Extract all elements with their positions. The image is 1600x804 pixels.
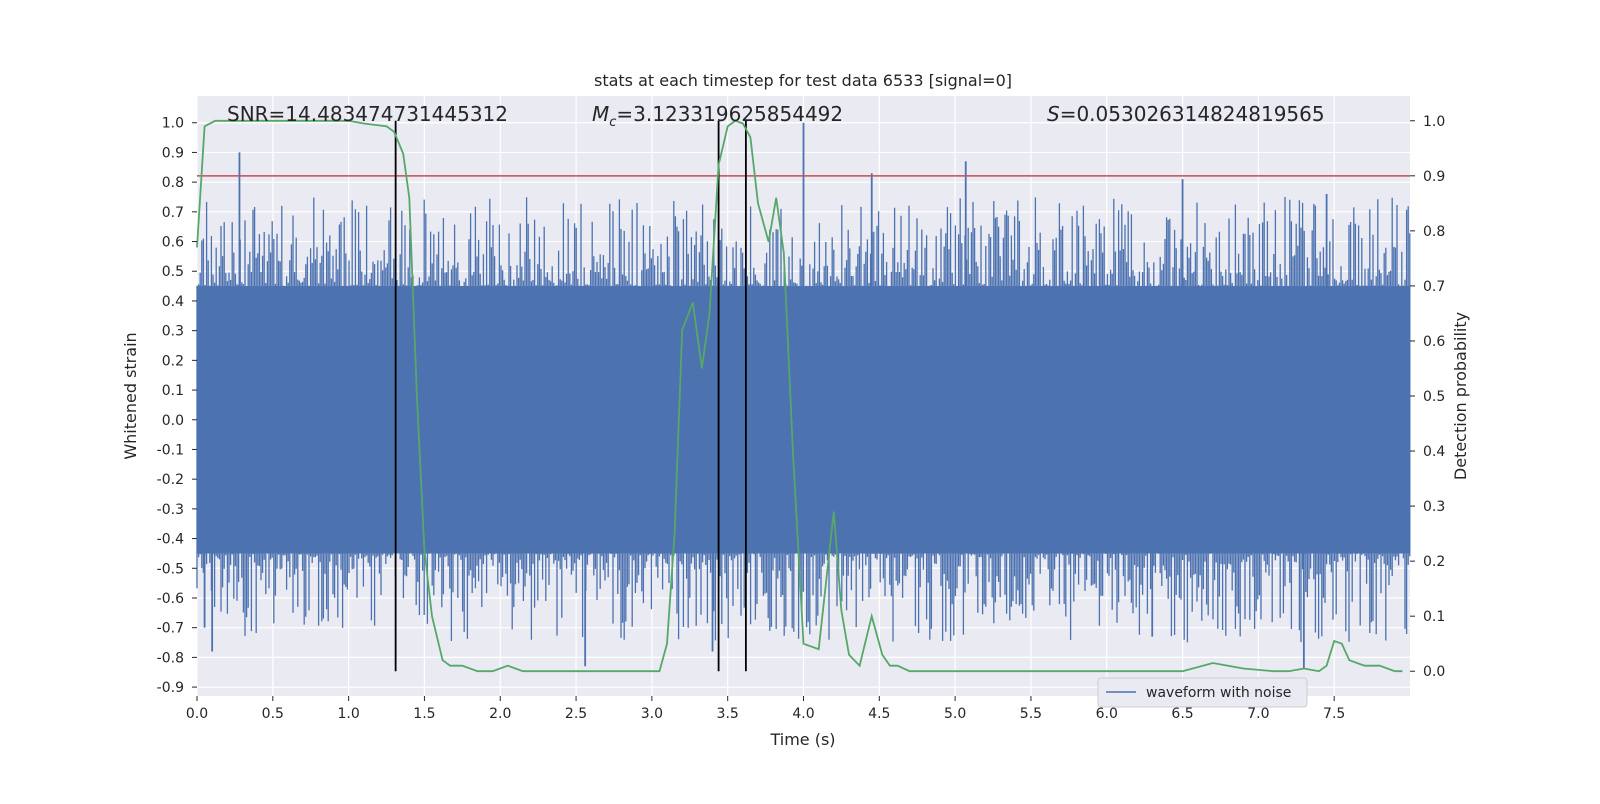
y-right-tick-label: 0.3 <box>1423 499 1445 515</box>
x-axis-ticks: 0.0 0.5 1.0 1.5 2.0 2.5 3.0 3.5 4.0 4.5 5.0 5.5 6.0 6… <box>186 696 1345 722</box>
y-right-tick-label: 0.4 <box>1423 444 1445 460</box>
x-tick-label: 2.0 <box>489 706 511 722</box>
waveform-series <box>196 122 1411 670</box>
x-tick-label: 3.0 <box>641 706 663 722</box>
y-left-tick-label: -0.4 <box>157 532 184 548</box>
y-left-tick-label: 0.5 <box>162 264 184 280</box>
y-left-tick-label: 0.1 <box>162 383 184 399</box>
y-right-tick-label: 0.1 <box>1423 609 1445 625</box>
x-tick-label: 3.5 <box>717 706 739 722</box>
y-right-tick-label: 0.2 <box>1423 554 1445 570</box>
snr-annotation: SNR=14.483474731445312 <box>227 102 508 126</box>
y-right-tick-label: 0.9 <box>1423 169 1445 185</box>
y-right-tick-label: 0.0 <box>1423 664 1445 680</box>
y-left-tick-label: -0.9 <box>157 680 184 696</box>
probability-series <box>196 119 1403 673</box>
s-value: =0.053026314824819565 <box>1060 102 1325 126</box>
x-tick-label: 0.5 <box>262 706 284 722</box>
y-left-tick-label: -0.7 <box>157 621 184 637</box>
vertical-marker-lines <box>394 120 747 672</box>
x-tick-label: 5.0 <box>944 706 966 722</box>
y-left-tick-label: 0.7 <box>162 205 184 221</box>
y-left-tick-label: 0.8 <box>162 175 184 191</box>
chirp-mass-annotation: Mc=3.123319625854492 <box>592 102 843 130</box>
y-right-tick-label: 0.7 <box>1423 279 1445 295</box>
x-tick-label: 6.5 <box>1171 706 1193 722</box>
y-right-tick-label: 0.6 <box>1423 334 1445 350</box>
y-left-tick-label: -0.1 <box>157 442 184 458</box>
legend: waveform with noise <box>1097 677 1308 708</box>
y-left-tick-label: -0.5 <box>157 561 184 577</box>
x-tick-label: 4.0 <box>792 706 814 722</box>
x-axis-label: Time (s) <box>769 730 835 749</box>
y-left-tick-label: -0.6 <box>157 591 184 607</box>
y-left-tick-label: 0.2 <box>162 353 184 369</box>
y-right-tick-label: 0.5 <box>1423 389 1445 405</box>
left-axis-ticks: 1.0 0.9 0.8 0.7 0.6 0.5 0.4 0.3 0.2 0.1 0.0 -0.1 -0.… <box>157 116 197 696</box>
y-left-tick-label: -0.3 <box>157 502 184 518</box>
x-tick-label: 4.5 <box>868 706 890 722</box>
y-left-tick-label: -0.2 <box>157 472 184 488</box>
x-tick-label: 2.5 <box>565 706 587 722</box>
y-left-tick-label: 0.4 <box>162 294 184 310</box>
y-right-tick-label: 1.0 <box>1423 114 1445 130</box>
legend-box <box>1097 677 1308 708</box>
x-tick-label: 1.0 <box>337 706 359 722</box>
x-tick-label: 0.0 <box>186 706 208 722</box>
y-axis-label-left: Whitened strain <box>121 332 140 459</box>
x-tick-label: 6.0 <box>1096 706 1118 722</box>
y-left-tick-label: -0.8 <box>157 650 184 666</box>
chirp-mass-value: =3.123319625854492 <box>616 102 843 126</box>
y-left-tick-label: 0.0 <box>162 413 184 429</box>
y-right-tick-label: 0.8 <box>1423 224 1445 240</box>
x-tick-label: 1.5 <box>413 706 435 722</box>
s-annotation: S=0.053026314824819565 <box>1047 102 1325 126</box>
right-axis-ticks: 1.0 0.9 0.8 0.7 0.6 0.5 0.4 0.3 0.2 0.1 0.0 <box>1410 114 1445 680</box>
legend-label: waveform with noise <box>1146 685 1291 701</box>
waveform-noise <box>196 197 1411 643</box>
y-left-tick-label: 0.9 <box>162 145 184 161</box>
probability-line <box>196 119 1403 673</box>
chart-title: stats at each timestep for test data 653… <box>594 71 1012 90</box>
y-left-tick-label: 0.3 <box>162 324 184 340</box>
y-axis-label-right: Detection probability <box>1451 312 1470 480</box>
x-tick-label: 5.5 <box>1020 706 1042 722</box>
x-tick-label: 7.0 <box>1247 706 1269 722</box>
y-left-tick-label: 1.0 <box>162 116 184 132</box>
x-tick-label: 7.5 <box>1323 706 1345 722</box>
y-left-tick-label: 0.6 <box>162 235 184 251</box>
